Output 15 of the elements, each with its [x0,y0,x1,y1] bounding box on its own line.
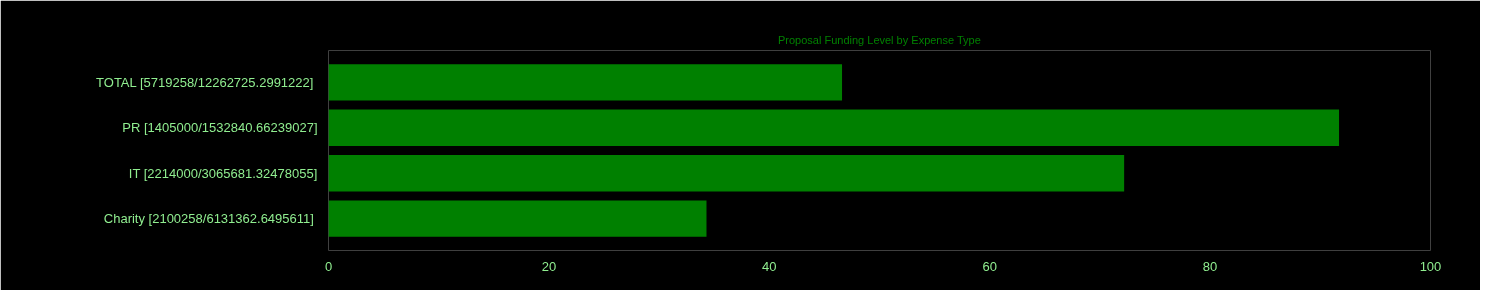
bar [328,64,843,101]
x-tick-label: 60 [982,258,997,274]
x-tick-label: 80 [1202,258,1218,274]
y-tick-label: IT [2214000/3065681.32478055] [128,165,318,181]
x-tick-label: 20 [541,258,557,274]
x-tick-label: 0 [324,258,333,274]
x-tick-label: 40 [762,258,777,274]
bar [328,155,1125,192]
chart-title: Proposal Funding Level by Expense Type [777,33,981,46]
y-tick-label: Charity [2100258/6131362.6495611] [103,211,314,227]
y-tick-label: PR [1405000/1532840.66239027] [122,120,318,136]
y-tick-label: TOTAL [5719258/12262725.2991222] [96,74,314,90]
x-tick-label: 100 [1419,258,1442,274]
bar [328,109,1340,146]
bar [328,200,707,237]
